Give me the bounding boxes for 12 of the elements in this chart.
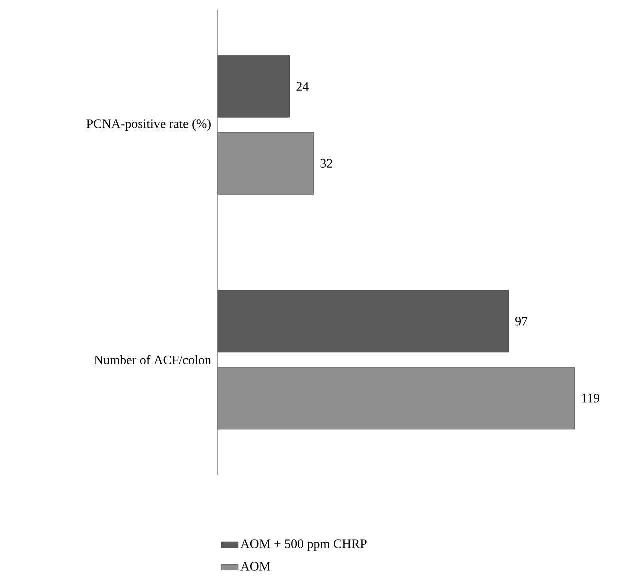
bar <box>218 132 314 195</box>
y-tick-label: Number of ACF/colon <box>94 355 212 365</box>
bar <box>218 367 576 430</box>
y-tick-label: PCNA-positive rate (%) <box>86 119 211 131</box>
data-label: 119 <box>582 394 600 403</box>
bar <box>218 290 510 353</box>
data-label: 97 <box>516 317 528 326</box>
bar <box>218 55 290 118</box>
legend-label: AOM + 500 ppm CHRP <box>240 540 367 552</box>
legend-label: AOM <box>240 562 270 571</box>
data-label: 32 <box>320 159 332 168</box>
data-label: 24 <box>296 82 309 91</box>
